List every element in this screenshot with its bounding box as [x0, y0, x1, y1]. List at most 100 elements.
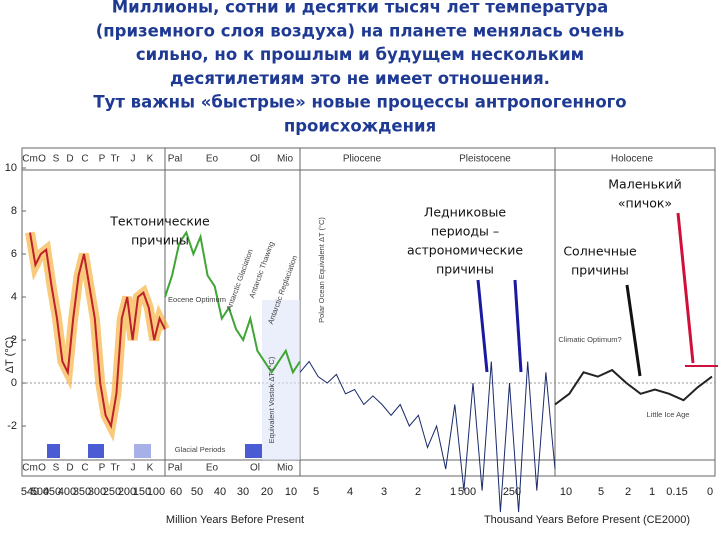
inner-label: Eocene Optimum	[168, 295, 226, 304]
annotation: астрономические	[407, 243, 523, 258]
period-label: K	[147, 154, 154, 165]
period-label: K	[147, 463, 154, 474]
glacial-bars	[47, 300, 300, 460]
annotation: причины	[436, 262, 494, 277]
title-line: Миллионы, сотни и десятки тысяч лет темп…	[112, 0, 609, 17]
inner-label: Polar Ocean Equivalent ΔT (°C)	[317, 217, 326, 323]
x-axis-label: Thousand Years Before Present (CE2000)	[484, 514, 690, 526]
period-label: Pal	[168, 154, 182, 165]
period-label: Mio	[277, 463, 294, 474]
temperature-curve	[29, 232, 166, 430]
period-label: Cm	[22, 463, 38, 474]
x-tick-label: 20	[261, 486, 273, 498]
title-line: сильно, но к прошлым и будущем нескольки…	[136, 45, 584, 64]
inner-label: Glacial Periods	[175, 445, 226, 454]
period-label: Pleistocene	[459, 154, 511, 165]
x-tick-label: 350	[73, 486, 91, 498]
x-tick-label: 100	[147, 486, 165, 498]
x-tick-label: 500	[31, 486, 49, 498]
temperature-curve	[554, 368, 713, 406]
annotation: Ледниковые	[424, 205, 506, 220]
x-tick-label: 30	[237, 486, 249, 498]
annotation: Тектонические	[109, 214, 210, 229]
period-label: D	[66, 154, 73, 165]
y-tick-label: 0	[11, 377, 17, 389]
y-tick-label: 2	[11, 334, 17, 346]
period-label: Pliocene	[343, 154, 382, 165]
x-tick-label: 200	[118, 486, 136, 498]
x-tick-label: 400	[58, 486, 76, 498]
period-label: Cm	[22, 154, 38, 165]
x-tick-label: 500	[458, 486, 476, 498]
y-tick-label: 8	[11, 205, 17, 217]
period-label: D	[66, 463, 73, 474]
period-label: C	[81, 154, 88, 165]
period-label: P	[99, 154, 106, 165]
title-line: Тут важны «быстрые» новые процессы антро…	[93, 93, 626, 112]
x-tick-label: 300	[88, 486, 106, 498]
annotation: Маленький	[608, 177, 681, 192]
period-label: J	[131, 463, 136, 474]
x-tick-label: 1	[450, 486, 456, 498]
y-tick-label: -2	[7, 420, 17, 432]
x-tick-label: 0	[707, 486, 713, 498]
period-label: S	[53, 154, 60, 165]
x-tick-label: 5	[598, 486, 604, 498]
y-axis-label: ΔT (°C)	[4, 337, 16, 374]
x-tick-label: 4	[347, 486, 353, 498]
annotation: причины	[571, 263, 629, 278]
period-label: Tr	[110, 154, 120, 165]
temperature-curve	[299, 360, 556, 513]
inner-label: Climatic Optimum?	[558, 335, 621, 344]
x-tick-label: 540	[21, 486, 39, 498]
x-axis-label: Million Years Before Present	[166, 514, 304, 526]
x-tick-label: 150	[133, 486, 151, 498]
x-tick-label: 2	[415, 486, 421, 498]
x-tick-label: 10	[560, 486, 572, 498]
x-tick-label: 250	[103, 486, 121, 498]
annotation: «пичок»	[618, 196, 672, 211]
x-tick-label: 60	[170, 486, 182, 498]
period-label: O	[38, 154, 46, 165]
period-label: J	[131, 154, 136, 165]
y-tick-label: 10	[5, 162, 17, 174]
x-tick-label: 0.15	[666, 486, 687, 498]
annotation: Солнечные	[563, 244, 637, 259]
period-label: Tr	[110, 463, 120, 474]
inner-label: Antarctic Thawing	[247, 240, 276, 299]
y-tick-label: 6	[11, 248, 17, 260]
y-tick-label: 4	[11, 291, 17, 303]
inner-label: Little Ice Age	[647, 410, 690, 419]
period-label: Ol	[250, 463, 260, 474]
x-tick-label: 3	[381, 486, 387, 498]
x-tick-label: 2	[625, 486, 631, 498]
inner-label: Antarctic Glaciation	[224, 248, 255, 312]
temperature-curve	[164, 230, 301, 375]
period-label: Holocene	[611, 154, 654, 165]
period-label: P	[99, 463, 106, 474]
x-tick-label: 250	[503, 486, 521, 498]
x-tick-label: 40	[214, 486, 226, 498]
period-label: O	[38, 463, 46, 474]
uncertainty-band	[25, 231, 170, 442]
annotation: периоды –	[431, 224, 499, 239]
title-line: происхождения	[284, 117, 436, 136]
annotation: причины	[131, 233, 189, 248]
period-label: Eo	[206, 463, 219, 474]
x-tick-label: 450	[43, 486, 61, 498]
x-tick-label: 1	[649, 486, 655, 498]
x-tick-label: 5	[313, 486, 319, 498]
period-label: Pal	[168, 463, 182, 474]
x-tick-label: 10	[285, 486, 297, 498]
x-tick-label: 50	[191, 486, 203, 498]
period-label: Ol	[250, 154, 260, 165]
title-line: (приземного слоя воздуха) на планете мен…	[96, 21, 625, 40]
inner-label: Equivalent Vostok ΔT (°C)	[267, 356, 276, 443]
period-label: S	[53, 463, 60, 474]
period-label: Eo	[206, 154, 219, 165]
period-label: C	[81, 463, 88, 474]
title-line: десятилетиям это не имеет отношения.	[170, 69, 550, 88]
arrows	[476, 212, 718, 377]
period-label: Mio	[277, 154, 294, 165]
